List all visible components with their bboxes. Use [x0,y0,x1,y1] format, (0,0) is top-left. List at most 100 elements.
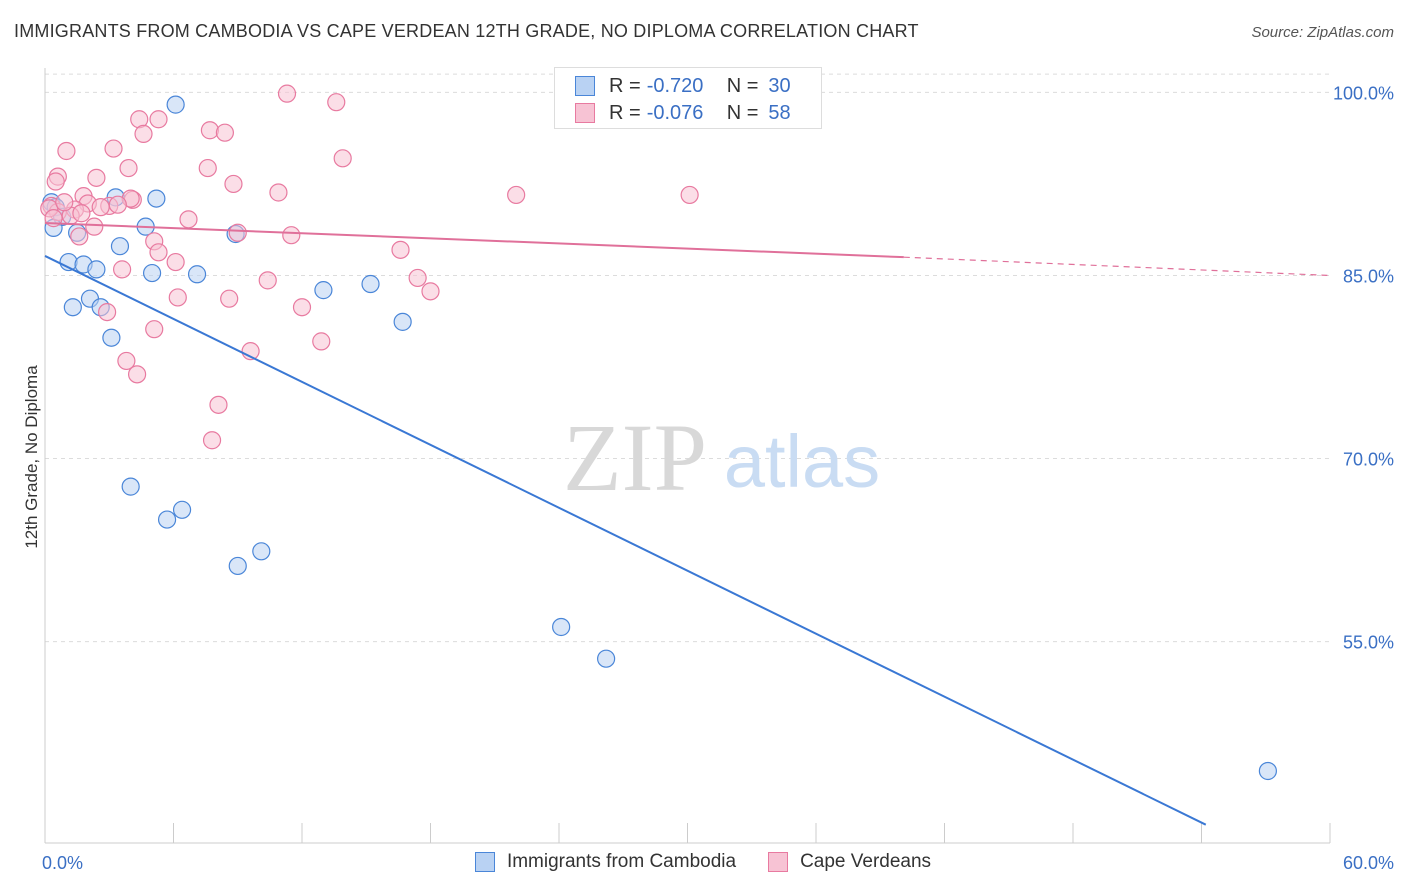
point-capeverdean [507,185,526,205]
scatter-points [40,84,1277,781]
point-cambodia [228,556,247,576]
point-capeverdean [70,227,89,246]
point-capeverdean [149,110,168,129]
x-tick-label: 0.0% [42,853,83,873]
point-capeverdean [220,289,239,308]
point-capeverdean [327,93,346,112]
legend-swatch-blue [575,76,595,96]
point-cambodia [393,312,412,331]
point-cambodia [1258,761,1277,781]
watermark-atlas: atlas [724,420,880,503]
legend-swatch-pink [575,103,595,123]
point-cambodia [121,477,140,496]
point-cambodia [314,281,333,300]
point-capeverdean [87,168,106,187]
chart-title: IMMIGRANTS FROM CAMBODIA VS CAPE VERDEAN… [14,21,919,41]
point-cambodia [147,189,166,208]
point-cambodia [102,328,121,347]
legend-item-capeverdean[interactable]: Cape Verdeans [768,851,931,873]
trendline-capeverdean [44,222,904,259]
point-cambodia [110,237,130,256]
point-capeverdean [55,193,74,212]
y-tick-label: 85.0% [1343,266,1394,286]
point-capeverdean [282,226,301,245]
source-label: Source: ZipAtlas.com [1251,24,1394,41]
y-axis-label: 12th Grade, No Diploma [22,365,41,549]
legend-swatch-pink [768,852,789,872]
trendline-capeverdean-extension [903,256,1331,277]
point-capeverdean [117,351,136,371]
point-capeverdean [333,149,352,168]
point-cambodia [157,510,177,529]
point-capeverdean [228,223,247,242]
point-capeverdean [202,431,222,450]
x-tick-label: 60.0% [1343,853,1394,873]
point-cambodia [166,95,185,114]
point-cambodia [252,542,271,561]
point-capeverdean [57,141,76,161]
point-capeverdean [258,271,277,290]
y-tick-label: 100.0% [1333,83,1394,103]
legend-label: Immigrants from Cambodia [506,851,737,872]
legend-row-cambodia: R = -0.720 N = 30 [575,73,791,99]
grid-lines [45,73,1330,643]
point-capeverdean [85,217,104,236]
point-capeverdean [209,395,228,414]
trendline-cambodia [44,255,1207,826]
point-capeverdean [112,260,132,279]
point-cambodia [187,265,207,284]
watermark-zip: ZIP [563,404,707,511]
y-tick-label: 55.0% [1343,633,1394,653]
point-capeverdean [680,185,699,205]
point-capeverdean [98,302,117,322]
point-cambodia [172,500,192,519]
point-capeverdean [134,124,153,144]
point-capeverdean [91,198,110,217]
point-capeverdean [46,172,65,191]
point-capeverdean [149,243,168,262]
point-capeverdean [166,252,185,272]
legend-n-value: 58 [768,101,791,124]
point-capeverdean [119,158,138,178]
stats-legend: R = -0.720 N = 30 R = -0.076 N = 58 [554,67,822,129]
point-capeverdean [104,139,123,158]
point-capeverdean [108,195,127,214]
point-cambodia [63,298,82,317]
point-capeverdean [198,158,217,178]
legend-n-label: N = [726,74,759,97]
legend-item-cambodia[interactable]: Immigrants from Cambodia [474,851,737,873]
y-tick-label: 70.0% [1343,450,1394,470]
legend-r-value: -0.720 [646,74,704,97]
series-legend: Immigrants from Cambodia Cape Verdeans [0,851,1406,873]
point-capeverdean [421,282,440,301]
point-capeverdean [168,288,187,307]
point-cambodia [142,263,162,283]
point-cambodia [597,649,616,668]
point-capeverdean [292,298,312,317]
legend-row-capeverdean: R = -0.076 N = 58 [575,100,791,126]
point-capeverdean [215,123,234,142]
legend-swatch-blue [474,852,495,872]
tick-labels: 55.0% 70.0% 85.0% 100.0% 0.0% 60.0% [42,83,1394,873]
point-capeverdean [277,84,297,103]
point-cambodia [361,274,380,294]
legend-r-label: R = [609,101,641,124]
trend-lines [44,222,1331,826]
point-capeverdean [391,240,410,259]
legend-n-label: N = [726,101,759,124]
point-capeverdean [127,365,147,384]
legend-r-label: R = [609,74,641,97]
point-capeverdean [312,332,331,351]
point-capeverdean [179,210,198,229]
legend-r-value: -0.076 [646,101,704,124]
point-cambodia [87,260,106,279]
point-capeverdean [269,183,288,202]
point-capeverdean [200,121,220,140]
point-capeverdean [224,174,243,194]
legend-label: Cape Verdeans [800,851,932,872]
legend-n-value: 30 [768,74,791,97]
point-capeverdean [72,204,91,223]
point-capeverdean [145,320,164,339]
point-cambodia [552,617,571,637]
